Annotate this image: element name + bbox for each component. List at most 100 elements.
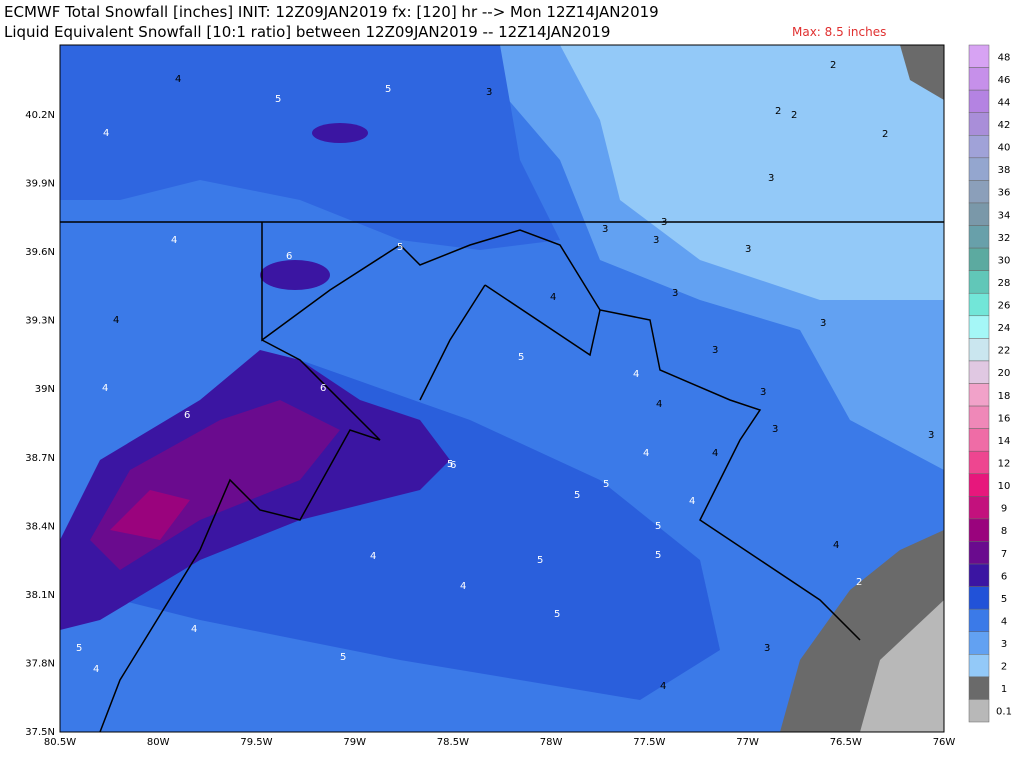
snow-6in-spot xyxy=(312,123,368,143)
contour-label: 5 xyxy=(574,490,580,501)
colorbar-swatch xyxy=(968,135,990,159)
colorbar-label: 24 xyxy=(998,323,1011,334)
contour-label: 3 xyxy=(768,173,774,184)
contour-label: 5 xyxy=(655,521,661,532)
colorbar-label: 18 xyxy=(998,391,1011,402)
lat-label: 38.4N xyxy=(25,521,55,532)
contour-label: 5 xyxy=(76,643,82,654)
colorbar-swatch xyxy=(968,563,990,587)
colorbar-swatch xyxy=(968,112,990,136)
colorbar-swatch xyxy=(968,44,990,68)
lon-label: 76W xyxy=(933,737,956,748)
contour-label: 3 xyxy=(764,643,770,654)
contour-label: 3 xyxy=(772,424,778,435)
contour-label: 6 xyxy=(450,460,456,471)
contour-label: 2 xyxy=(882,129,888,140)
colorbar-label: 34 xyxy=(998,210,1011,221)
lon-label: 79.5W xyxy=(240,737,272,748)
colorbar-label: 12 xyxy=(998,458,1011,469)
colorbar-swatch xyxy=(968,473,990,497)
contour-label: 4 xyxy=(103,128,109,139)
colorbar-label: 22 xyxy=(998,346,1011,357)
contour-label: 4 xyxy=(93,664,99,675)
colorbar-swatch xyxy=(968,676,990,700)
colorbar-label: 44 xyxy=(998,97,1011,108)
state-border xyxy=(99,339,381,733)
colorbar-swatch xyxy=(968,338,990,362)
colorbar-swatch xyxy=(968,405,990,429)
colorbar-label: 5 xyxy=(1001,594,1007,605)
map xyxy=(59,44,945,733)
colorbar-label: 4 xyxy=(1001,616,1007,627)
contour-label: 3 xyxy=(928,430,934,441)
colorbar-swatch xyxy=(968,428,990,452)
colorbar-label: 6 xyxy=(1001,571,1007,582)
lon-label: 80.5W xyxy=(44,737,76,748)
state-border xyxy=(261,222,861,641)
contour-label: 5 xyxy=(275,94,281,105)
contour-label: 4 xyxy=(689,496,695,507)
colorbar-swatch xyxy=(968,586,990,610)
colorbar-swatch xyxy=(968,608,990,632)
contour-label: 2 xyxy=(775,106,781,117)
colorbar-label: 42 xyxy=(998,120,1011,131)
lon-label: 78W xyxy=(540,737,563,748)
contour-label: 3 xyxy=(760,387,766,398)
lon-label: 78.5W xyxy=(437,737,469,748)
colorbar-swatch xyxy=(968,225,990,249)
contour-label: 5 xyxy=(518,352,524,363)
contour-label: 4 xyxy=(660,681,666,692)
lon-label: 77W xyxy=(736,737,759,748)
max-label: Max: 8.5 inches xyxy=(792,25,886,39)
colorbar-swatch xyxy=(968,699,990,723)
lat-label: 37.5N xyxy=(25,727,55,738)
colorbar-label: 9 xyxy=(1001,504,1007,515)
state-border xyxy=(419,284,601,401)
colorbar-swatch xyxy=(968,67,990,91)
colorbar-label: 26 xyxy=(998,301,1011,312)
colorbar-label: 38 xyxy=(998,165,1011,176)
colorbar-label: 20 xyxy=(998,368,1011,379)
contour-label: 4 xyxy=(633,369,639,380)
contour-label: 4 xyxy=(712,448,718,459)
contour-label: 5 xyxy=(447,459,453,470)
colorbar-swatch xyxy=(968,202,990,226)
contour-label: 5 xyxy=(397,242,403,253)
snow-8in xyxy=(110,490,190,540)
contour-label: 4 xyxy=(175,74,181,85)
title-line-2: Liquid Equivalent Snowfall [10:1 ratio] … xyxy=(4,23,610,41)
colorbar-swatch xyxy=(968,292,990,317)
contour-label: 4 xyxy=(370,551,376,562)
contour-label: 4 xyxy=(191,624,197,635)
contour-label: 4 xyxy=(460,581,466,592)
snow-6in-spot xyxy=(260,260,330,290)
contour-label: 4 xyxy=(833,540,839,551)
lat-label: 39.9N xyxy=(25,179,55,190)
colorbar-swatch xyxy=(968,541,990,565)
colorbar-label: 7 xyxy=(1001,549,1007,560)
colorbar-label: 28 xyxy=(998,278,1011,289)
lat-label: 39.6N xyxy=(25,247,55,258)
snow-1in-ne xyxy=(900,45,944,100)
colorbar-swatch xyxy=(968,450,990,475)
contour-labels: 4 5 5 3 2 2 2 2 4 3 3 3 3 6 4 4 5 4 3 3 … xyxy=(76,60,934,692)
lon-label: 76.5W xyxy=(830,737,862,748)
lat-label: 39N xyxy=(35,384,55,395)
contour-label: 3 xyxy=(486,87,492,98)
colorbar-label: 10 xyxy=(998,481,1011,492)
colorbar-label: 48 xyxy=(998,52,1011,63)
contour-label: 3 xyxy=(745,244,751,255)
contour-label: 4 xyxy=(171,235,177,246)
colorbar-swatch xyxy=(968,518,990,542)
title-line-1: ECMWF Total Snowfall [inches] INIT: 12Z0… xyxy=(4,3,659,21)
contour-label: 5 xyxy=(603,479,609,490)
colorbar-label: 32 xyxy=(998,233,1011,244)
colorbar-swatch xyxy=(968,496,990,520)
colorbar-label: 30 xyxy=(998,255,1011,266)
contour-label: 4 xyxy=(550,292,556,303)
contour-label: 6 xyxy=(184,410,190,421)
colorbar-swatch xyxy=(968,360,990,384)
contour-label: 5 xyxy=(340,652,346,663)
snow-2in xyxy=(560,45,944,300)
